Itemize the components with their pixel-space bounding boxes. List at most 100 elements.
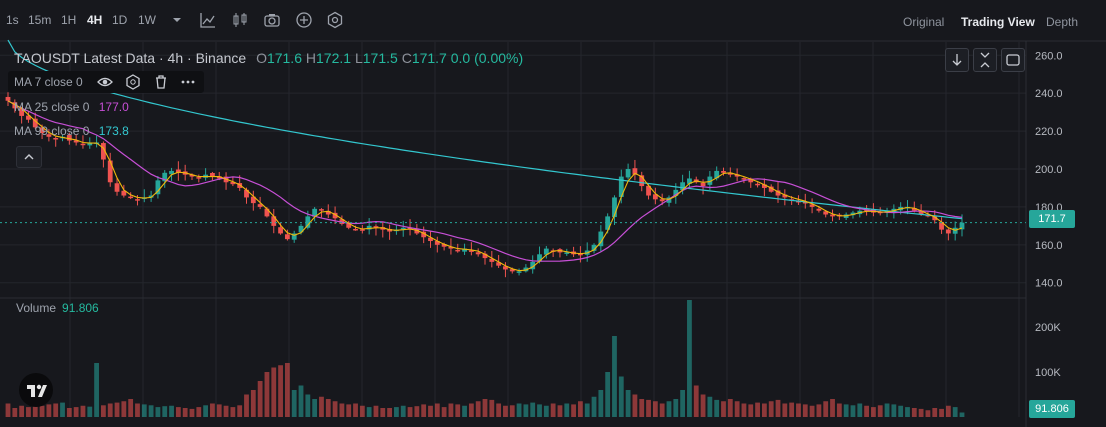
eye-icon[interactable]: [96, 73, 114, 91]
volume-bar: [101, 405, 106, 417]
candle-body: [39, 127, 45, 133]
volume-bar: [550, 403, 556, 417]
candle-body: [932, 216, 938, 221]
chevron-up-icon: [24, 154, 34, 160]
volume-bar: [80, 405, 86, 417]
chevron-down-icon[interactable]: [168, 11, 186, 29]
volume-bar: [107, 403, 113, 417]
candle-body: [366, 225, 372, 230]
timeframe-1h[interactable]: 1H: [61, 13, 77, 27]
candlestick-type-icon[interactable]: [231, 11, 249, 29]
volume-bar: [734, 401, 740, 417]
camera-icon[interactable]: [263, 11, 281, 29]
volume-bar: [448, 403, 454, 417]
candle-body: [291, 233, 297, 240]
collapse-legend-button[interactable]: [16, 146, 42, 168]
volume-bar: [571, 404, 576, 417]
volume-bar: [468, 403, 474, 417]
volume-bar: [121, 401, 127, 417]
volume-bar: [339, 403, 345, 417]
volume-bar: [761, 403, 767, 417]
volume-bar: [12, 408, 18, 417]
volume-bar: [155, 407, 161, 417]
timeframe-15m[interactable]: 15m: [28, 13, 52, 27]
collapse-button[interactable]: [973, 48, 997, 72]
interval: 4h: [167, 50, 184, 66]
candle-body: [319, 209, 324, 211]
volume-bar: [496, 403, 502, 417]
volume-bar: [414, 406, 420, 417]
volume-bar: [693, 385, 699, 417]
trash-icon[interactable]: [152, 73, 170, 91]
more-icon[interactable]: [179, 73, 197, 91]
candle-body: [26, 115, 31, 120]
view-depth[interactable]: Depth: [1046, 15, 1079, 29]
candle-body: [66, 135, 72, 141]
volume-bar: [148, 405, 154, 417]
candle-body: [625, 169, 631, 178]
volume-bar: [564, 403, 570, 417]
volume-bar: [141, 404, 147, 417]
candle-body: [237, 183, 243, 188]
price-tick-label: 200.0: [1035, 164, 1063, 176]
candle-body: [87, 142, 93, 146]
ma25-value: 177.0: [98, 100, 129, 114]
volume-bar: [680, 390, 686, 417]
volume-bar: [666, 401, 672, 417]
legend-title: TAOUSDT Latest Data · 4h · Binance O171.…: [14, 50, 523, 66]
volume-bar: [537, 404, 542, 417]
volume-bar: [114, 402, 120, 417]
candle-body: [353, 228, 358, 231]
settings-icon[interactable]: [326, 11, 344, 29]
volume-bar: [850, 405, 856, 417]
timeframe-4h[interactable]: 4H: [87, 13, 103, 27]
volume-bar: [94, 363, 99, 417]
candle-body: [250, 196, 256, 204]
volume-bar: [877, 405, 883, 417]
volume-bar: [46, 404, 52, 417]
candle-body: [455, 249, 461, 252]
volume-bar: [952, 407, 958, 417]
volume-bar: [257, 381, 263, 417]
candle-body: [434, 241, 440, 245]
volume-bar: [305, 394, 311, 417]
timeframe-1d[interactable]: 1D: [112, 13, 128, 27]
volume-bar: [625, 390, 631, 417]
volume-bar: [945, 405, 951, 417]
volume-bar: [203, 405, 209, 417]
candle-body: [462, 248, 467, 252]
candle-body: [271, 216, 277, 226]
indicator-icon[interactable]: [199, 11, 217, 29]
volume-bar: [53, 403, 59, 417]
candle-body: [216, 176, 222, 179]
candle-body: [591, 244, 597, 251]
view-trading-view[interactable]: Trading View: [961, 15, 1035, 29]
timeframe-1w[interactable]: 1W: [138, 13, 156, 27]
timeframe-1s[interactable]: 1s: [6, 13, 19, 27]
volume-bar: [612, 336, 617, 417]
candle-body: [516, 271, 522, 273]
volume-bar: [632, 394, 638, 417]
candle-body: [598, 231, 604, 247]
settings-icon[interactable]: [124, 73, 142, 91]
volume-bar: [434, 403, 440, 417]
candle-body: [768, 186, 774, 192]
candle-body: [543, 248, 549, 255]
ma25-legend: MA 25 close 0 177.0: [14, 100, 129, 114]
scroll-down-button[interactable]: [945, 48, 969, 72]
ma99-legend: MA 99 close 0 173.8: [14, 124, 129, 138]
collapse-icon: [980, 52, 990, 68]
volume-bar: [646, 399, 651, 417]
legend-sep: ·: [158, 50, 168, 66]
tradingview-logo[interactable]: [19, 373, 53, 407]
volume-bar: [455, 404, 461, 417]
volume-bar: [400, 405, 406, 417]
volume-bar: [223, 405, 229, 417]
candle-body: [346, 222, 352, 228]
fullscreen-button[interactable]: [1001, 48, 1025, 72]
add-icon[interactable]: [295, 11, 313, 29]
low-key: L: [354, 50, 363, 66]
view-original[interactable]: Original: [903, 15, 945, 29]
candle-body: [959, 222, 965, 230]
